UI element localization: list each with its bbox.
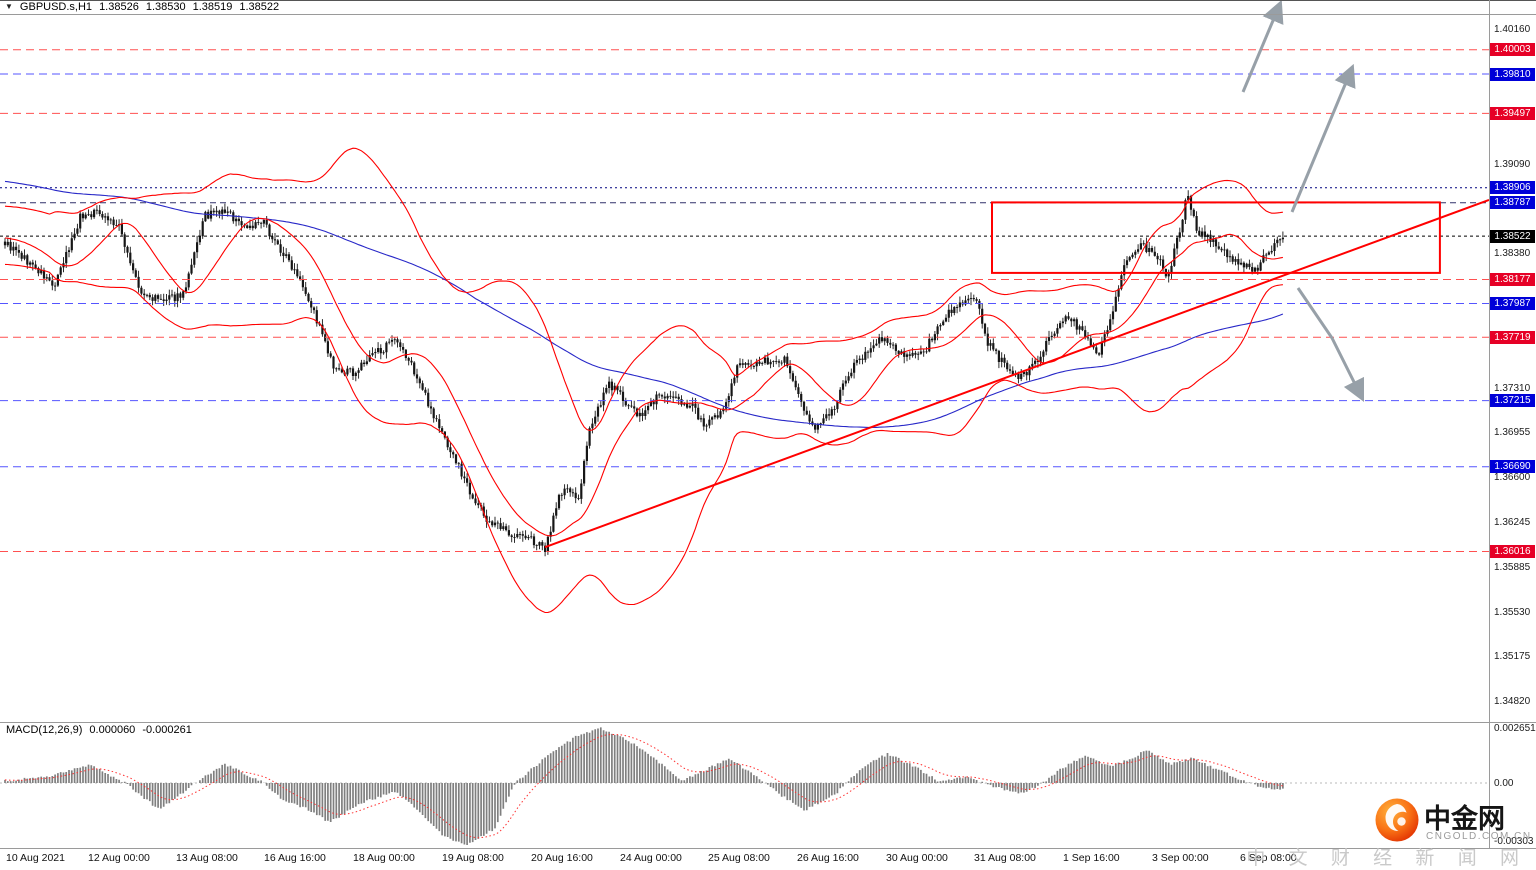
time-axis-label: 18 Aug 00:00: [353, 852, 415, 864]
time-axis-label: 12 Aug 00:00: [88, 852, 150, 864]
price-tick-label: 1.38380: [1494, 248, 1531, 259]
quote-open: 1.38526: [99, 1, 139, 13]
time-axis[interactable]: 10 Aug 2021 12 Aug 00:00 13 Aug 08:00 16 Au…: [0, 849, 1489, 867]
price-level-badge: 1.37719: [1490, 331, 1535, 344]
price-level-badge: 1.36690: [1490, 460, 1535, 473]
price-tick-label: 1.35530: [1494, 607, 1531, 618]
macd-indicator-header: MACD(12,26,9) 0.000060 -0.000261: [6, 724, 192, 736]
time-axis-label: 10 Aug 2021: [6, 852, 65, 864]
price-level-badge: 1.37987: [1490, 297, 1535, 310]
price-tick-label: 1.40160: [1494, 24, 1531, 35]
quote-close: 1.38522: [239, 1, 280, 13]
time-axis-label: 1 Sep 16:00: [1063, 852, 1120, 864]
macd-value: 0.000060: [89, 724, 136, 736]
watermark-tagline: 中 文 财 经 新 闻 网: [1246, 848, 1528, 869]
time-axis-label: 24 Aug 00:00: [620, 852, 682, 864]
price-level-badge: 1.38177: [1490, 273, 1535, 286]
price-tick-label: 1.36245: [1494, 517, 1531, 528]
watermark-brand: 中金网: [1424, 804, 1505, 834]
time-axis-label: 30 Aug 00:00: [886, 852, 948, 864]
time-axis-label: 16 Aug 16:00: [264, 852, 326, 864]
macd-tick-label: 0.002651: [1494, 723, 1536, 734]
time-axis-label: 19 Aug 08:00: [442, 852, 504, 864]
price-level-badge: 1.36016: [1490, 545, 1535, 558]
price-level-badge: 1.38906: [1490, 181, 1535, 194]
macd-tick-label: 0.00: [1494, 778, 1514, 789]
price-tick-label: 1.39090: [1494, 159, 1531, 170]
time-axis-label: 25 Aug 08:00: [708, 852, 770, 864]
time-axis-label: 20 Aug 16:00: [531, 852, 593, 864]
cngold-logo-icon: [1374, 797, 1420, 848]
quote-low: 1.38519: [192, 1, 233, 13]
macd-signal-value: -0.000261: [142, 724, 192, 736]
ohlc-header: ▼ GBPUSD.s,H1 1.38526 1.38530 1.38519 1.…: [5, 1, 279, 13]
price-level-badge: 1.37215: [1490, 394, 1535, 407]
price-level-badge: 1.39497: [1490, 107, 1535, 120]
price-tick-label: 1.36955: [1494, 427, 1531, 438]
price-level-badge: 1.38787: [1490, 196, 1535, 209]
watermark-site: CNGOLD.COM.CN: [1426, 831, 1532, 842]
price-level-badge: 1.39810: [1490, 68, 1535, 81]
symbol-timeframe-label: GBPUSD.s,H1: [19, 1, 93, 13]
price-tick-label: 1.36600: [1494, 472, 1531, 483]
macd-tick-label: -0.00303: [1494, 836, 1534, 847]
price-tick-label: 1.35885: [1494, 562, 1531, 573]
time-axis-label: 6 Sep 08:00: [1240, 852, 1297, 864]
price-tick-label: 1.34820: [1494, 696, 1531, 707]
time-axis-label: 31 Aug 08:00: [974, 852, 1036, 864]
price-axis[interactable]: 1.40160 1.39090 1.38380 1.37310 1.36955 1.366…: [1489, 0, 1536, 848]
macd-label: MACD(12,26,9): [6, 724, 83, 736]
symbol-dropdown-icon[interactable]: ▼: [5, 2, 13, 11]
quote-high: 1.38530: [145, 1, 186, 13]
price-level-badge: 1.38522: [1490, 230, 1535, 243]
price-tick-label: 1.37310: [1494, 383, 1531, 394]
cngold-watermark: 中金网 CNGOLD.COM.CN: [1372, 797, 1536, 847]
time-axis-label: 3 Sep 00:00: [1152, 852, 1209, 864]
price-tick-label: 1.35175: [1494, 651, 1531, 662]
time-axis-label: 13 Aug 08:00: [176, 852, 238, 864]
time-axis-label: 26 Aug 16:00: [797, 852, 859, 864]
price-level-badge: 1.40003: [1490, 43, 1535, 56]
